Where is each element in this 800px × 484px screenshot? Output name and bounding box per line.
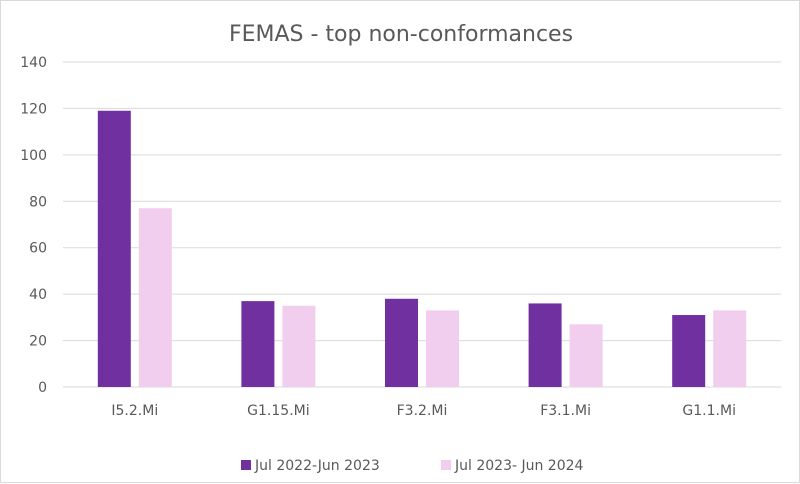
y-tick-label: 120	[20, 101, 47, 117]
legend: Jul 2022-Jun 2023 Jul 2023- Jun 2024	[241, 458, 584, 474]
y-tick-label: 60	[29, 241, 47, 257]
chart-title: FEMAS - top non-conformances	[229, 22, 573, 47]
y-tick-label: 80	[29, 194, 47, 210]
bar-series2-I5.2.Mi	[138, 208, 172, 387]
bar-series1-F3.1.Mi	[528, 303, 562, 387]
x-tick-label: F3.1.Mi	[540, 403, 591, 419]
y-axis-ticks: 0 20 40 60 80 100 120 140	[20, 55, 47, 396]
y-tick-label: 0	[38, 380, 47, 396]
x-axis-ticks: I5.2.Mi G1.15.Mi F3.2.Mi F3.1.Mi G1.1.Mi	[111, 403, 736, 419]
bar-series2-F3.1.Mi	[569, 324, 603, 387]
y-tick-label: 40	[29, 287, 47, 303]
bar-series1-G1.15.Mi	[241, 301, 275, 387]
bar-series1-F3.2.Mi	[385, 298, 418, 387]
x-tick-label: I5.2.Mi	[111, 403, 158, 419]
bar-series1-I5.2.Mi	[97, 110, 131, 387]
legend-swatch	[241, 460, 251, 470]
y-tick-label: 100	[20, 148, 47, 164]
legend-label: Jul 2023- Jun 2024	[454, 458, 584, 474]
x-tick-label: F3.2.Mi	[397, 403, 448, 419]
bars	[97, 110, 747, 387]
bar-series2-F3.2.Mi	[426, 310, 459, 387]
bar-series2-G1.15.Mi	[282, 305, 316, 387]
legend-swatch	[441, 460, 451, 470]
x-tick-label: G1.15.Mi	[247, 403, 309, 419]
x-tick-label: G1.1.Mi	[682, 403, 736, 419]
y-tick-label: 140	[20, 55, 47, 71]
bar-series1-G1.1.Mi	[672, 315, 706, 387]
bar-series2-G1.1.Mi	[713, 310, 747, 387]
legend-label: Jul 2022-Jun 2023	[254, 458, 380, 474]
gridlines	[63, 61, 781, 388]
y-tick-label: 20	[29, 334, 47, 350]
